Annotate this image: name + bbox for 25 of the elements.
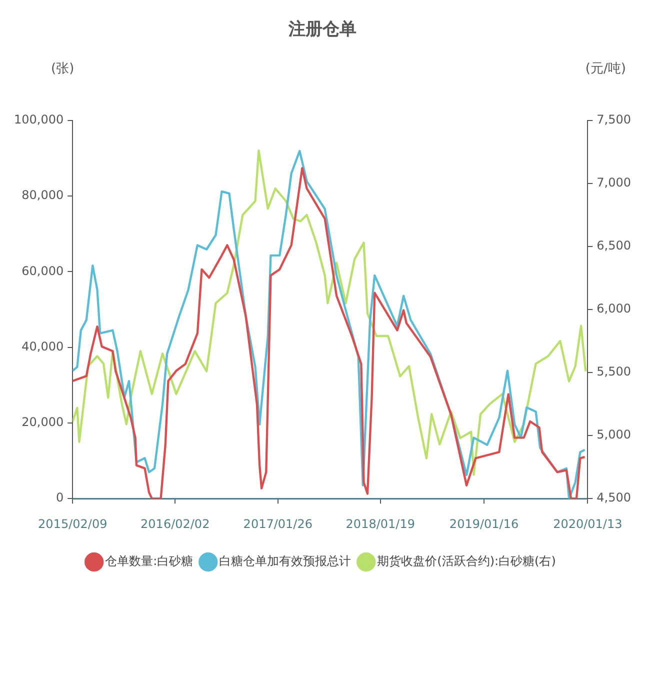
y-axis-title: (张) — [51, 61, 74, 76]
y2-tick-label: 4,500 — [596, 490, 632, 505]
y2-tick-label: 6,000 — [596, 302, 632, 316]
y2-tick-label: 5,000 — [596, 428, 632, 442]
y-tick-label: 80,000 — [22, 188, 64, 202]
y-tick-label: 20,000 — [22, 415, 64, 430]
y-tick-label: 60,000 — [22, 264, 64, 278]
y2-tick-label: 7,000 — [596, 176, 632, 190]
y2-tick-label: 5,500 — [596, 364, 632, 379]
y2-tick-label: 6,500 — [596, 238, 632, 253]
chart-title: 注册仓单 — [288, 20, 356, 40]
y-tick-label: 40,000 — [22, 339, 64, 354]
y-tick-label: 0 — [56, 490, 64, 505]
legend-label: 期货收盘价(活跃合约):白砂糖(右) — [377, 554, 556, 568]
x-tick-label: 2016/02/02 — [140, 516, 210, 531]
x-tick-label: 2017/01/26 — [243, 516, 312, 531]
y2-tick-label: 7,500 — [596, 112, 632, 127]
y-tick-label: 100,000 — [14, 112, 64, 127]
legend-label: 白糖仓单加有效预报总计 — [219, 554, 352, 568]
y2-axis-title: (元/吨) — [585, 61, 626, 76]
x-tick-label: 2019/01/16 — [449, 516, 519, 531]
x-tick-label: 2018/01/19 — [346, 516, 415, 531]
legend-label: 仓单数量:白砂糖 — [105, 554, 194, 568]
x-tick-label: 2015/02/09 — [38, 516, 108, 531]
x-tick-label: 2020/01/13 — [553, 516, 622, 531]
